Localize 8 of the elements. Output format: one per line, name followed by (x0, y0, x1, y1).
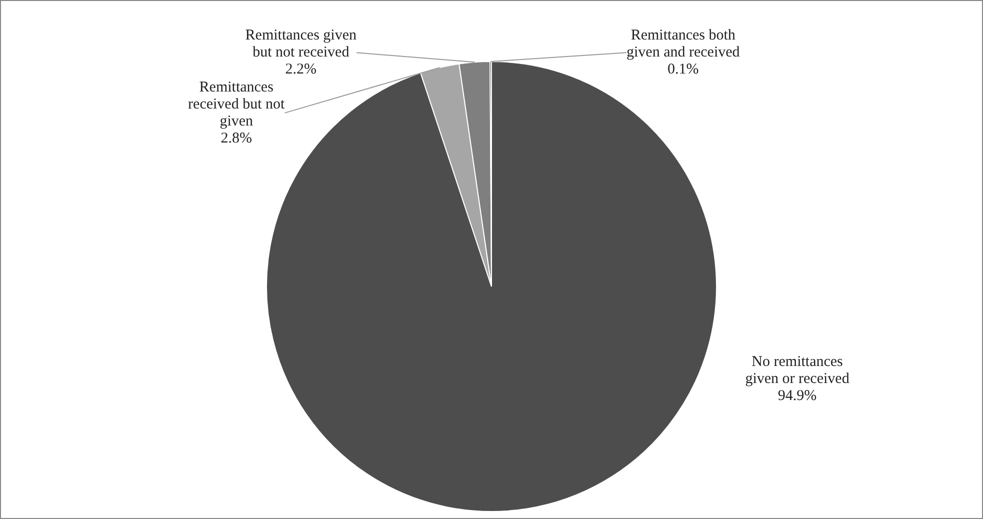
slice-label: Remittances received but not given (188, 79, 286, 130)
data-label: 94.9% (778, 388, 817, 404)
slice-label: Remittances both given and received (626, 28, 740, 61)
data-label: 2.8% (220, 130, 252, 146)
slice-label: No remittances given or received (745, 354, 850, 387)
slice-label: Remittances given but not received (245, 28, 357, 61)
data-label: 0.1% (668, 62, 699, 78)
data-label: 2.2% (285, 62, 317, 78)
